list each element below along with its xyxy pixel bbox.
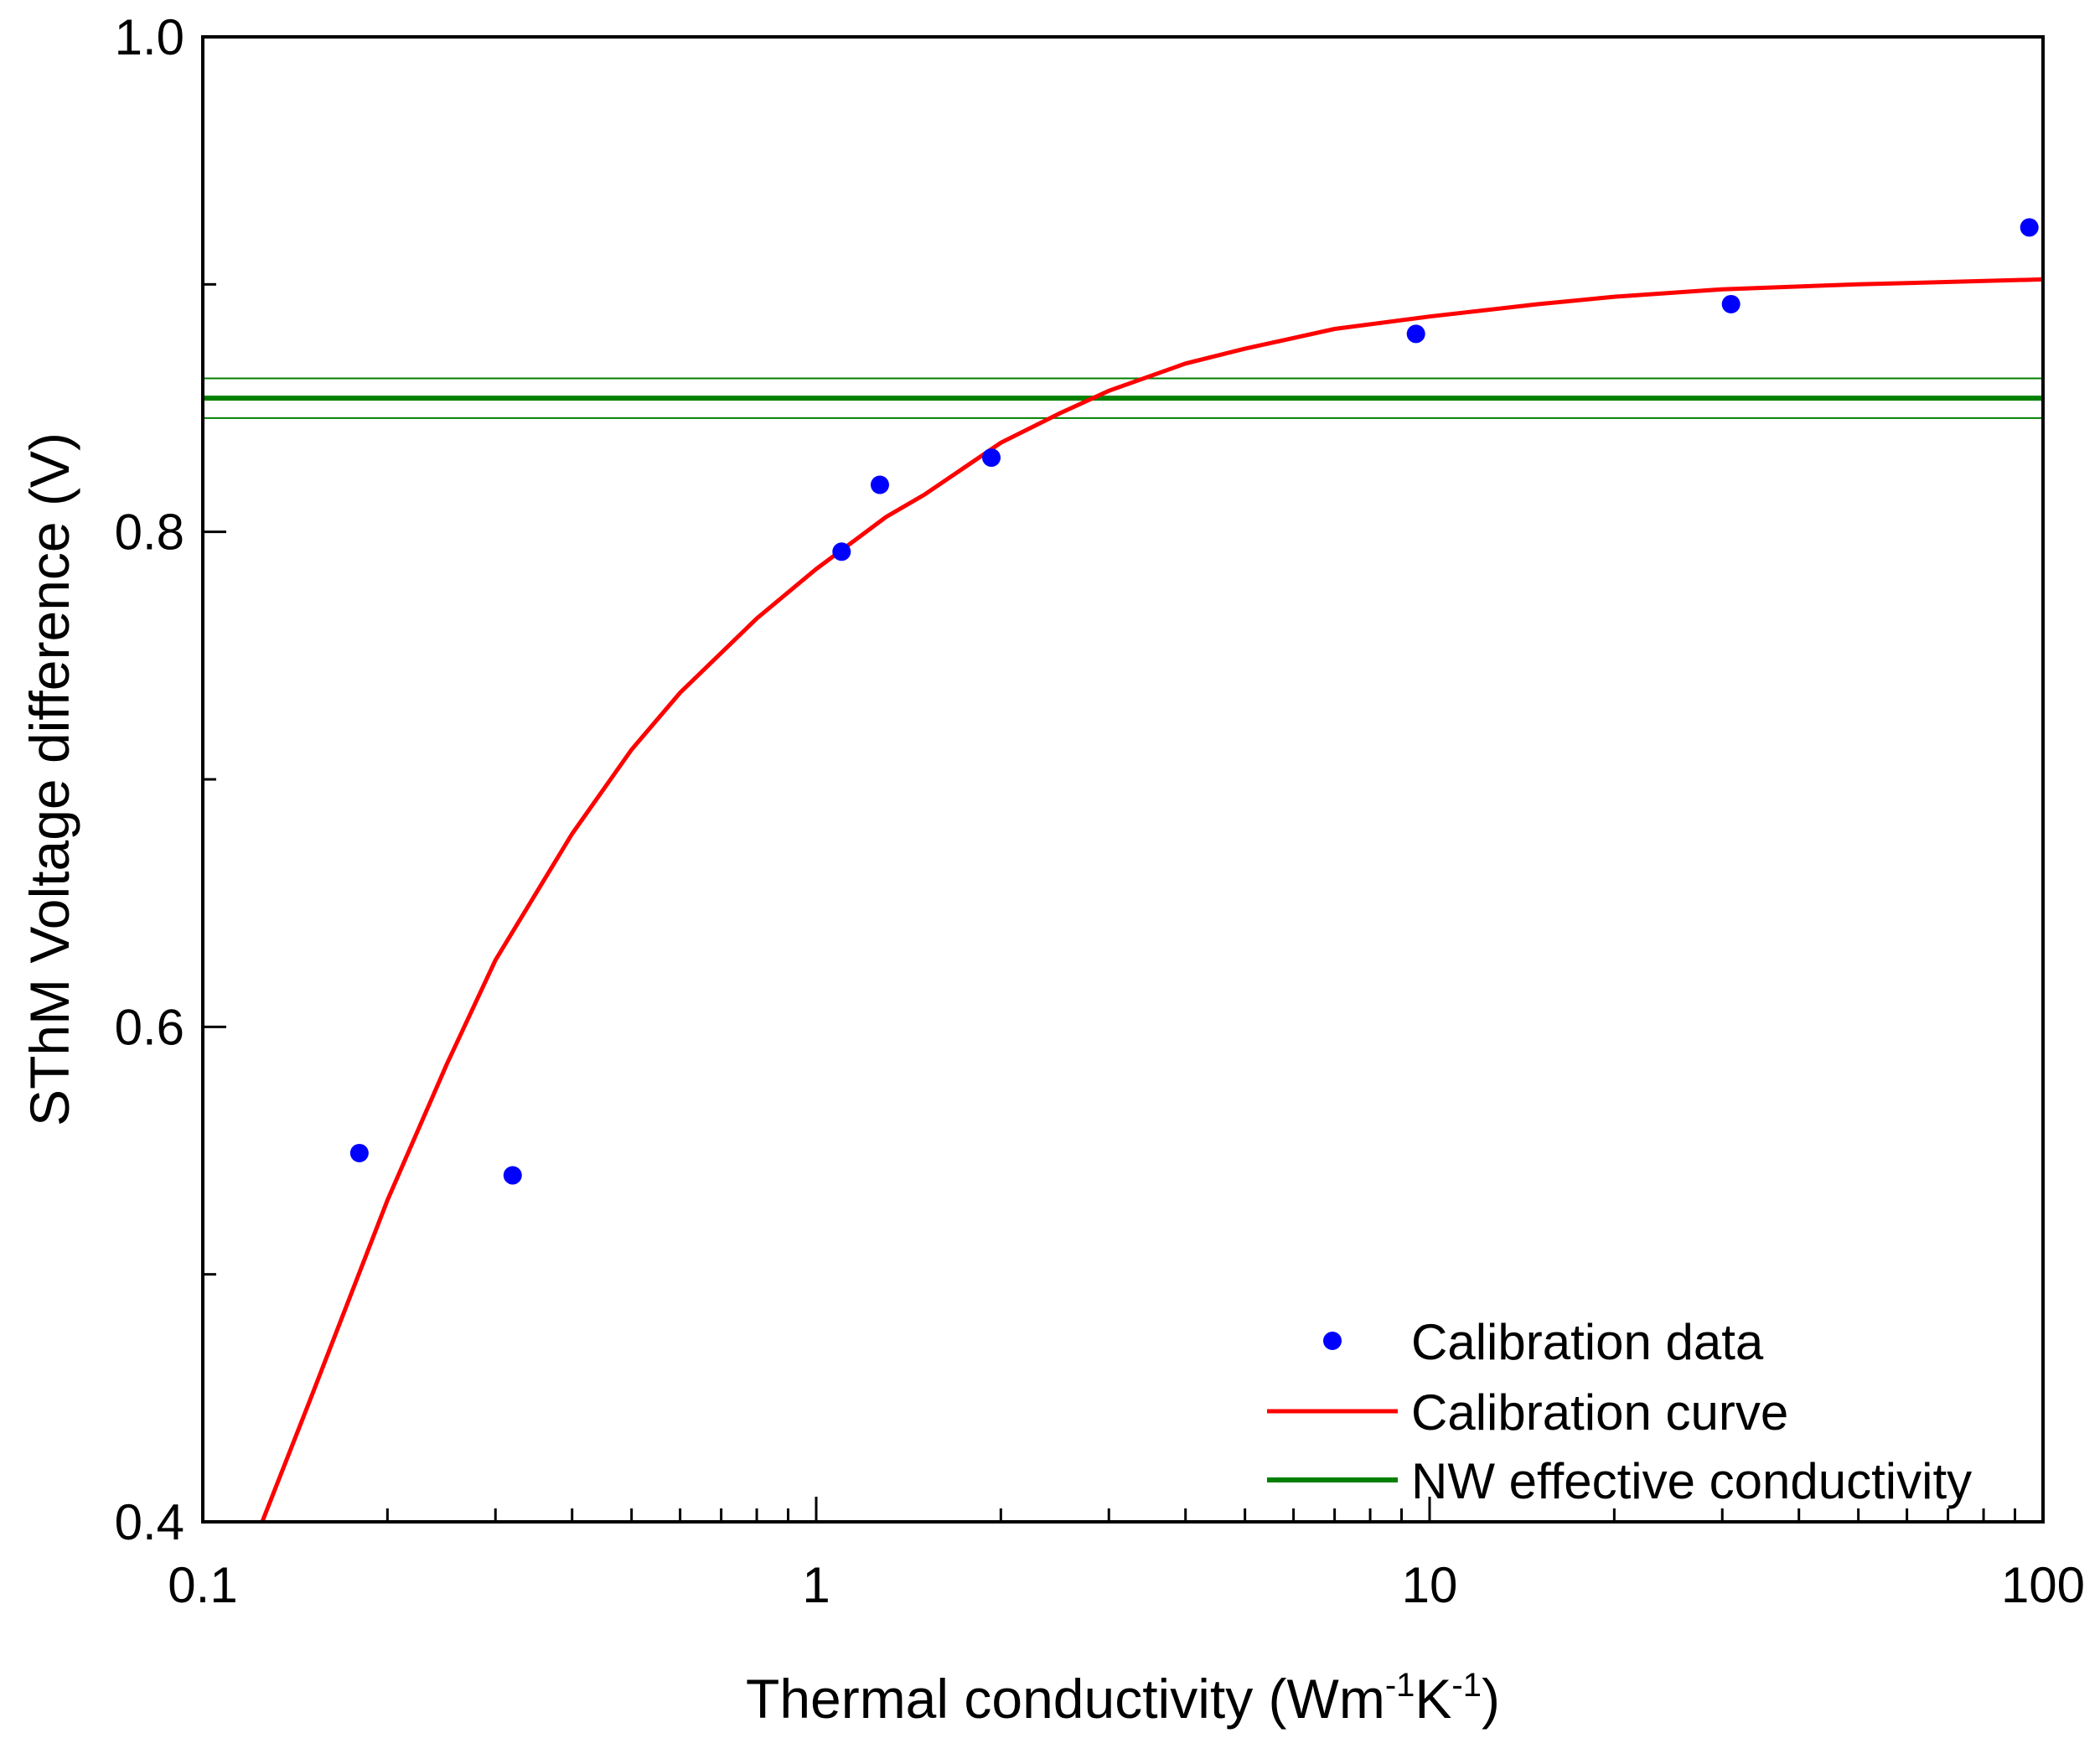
legend-label-nw-effective-conductivity: NW effective conductivity: [1411, 1453, 1972, 1509]
legend-label-calibration-data: Calibration data: [1411, 1314, 1764, 1370]
x-tick-label: 100: [2001, 1557, 2085, 1613]
calibration-data-point: [1406, 324, 1425, 344]
calibration-data-point: [870, 475, 889, 494]
calibration-data-point: [503, 1166, 522, 1185]
x-axis-title: Thermal conductivity (Wm-1K-1): [746, 1667, 1500, 1730]
calibration-curve-line: [260, 277, 2043, 1522]
calibration-data-point: [982, 448, 1001, 468]
y-tick-label: 0.6: [115, 999, 184, 1055]
tick-labels: 0.1 1 10 100 0.4 0.6 0.8 1.0: [115, 9, 2085, 1613]
plot-area: [203, 218, 2043, 1522]
legend-marker-calibration-data: [1323, 1332, 1342, 1350]
axes-ticks: [201, 35, 2045, 1524]
calibration-data-point: [832, 542, 851, 561]
calibration-data-point: [2020, 218, 2039, 237]
x-tick-label: 0.1: [168, 1557, 237, 1613]
calibration-data-point: [349, 1143, 369, 1162]
plot-frame: [201, 35, 2045, 1524]
legend: Calibration data Calibration curve NW ef…: [1267, 1314, 1972, 1509]
y-axis-title: SThM Voltage difference (V): [18, 432, 80, 1126]
y-tick-label: 0.8: [115, 504, 184, 561]
nw-band: [203, 377, 2043, 419]
y-tick-label: 0.4: [115, 1494, 184, 1550]
y-tick-label: 1.0: [115, 9, 184, 65]
x-tick-label: 1: [802, 1557, 830, 1613]
calibration-data-point: [1721, 294, 1741, 313]
x-tick-label: 10: [1402, 1557, 1458, 1613]
legend-label-calibration-curve: Calibration curve: [1411, 1384, 1788, 1441]
calibration-points: [349, 218, 2039, 1185]
